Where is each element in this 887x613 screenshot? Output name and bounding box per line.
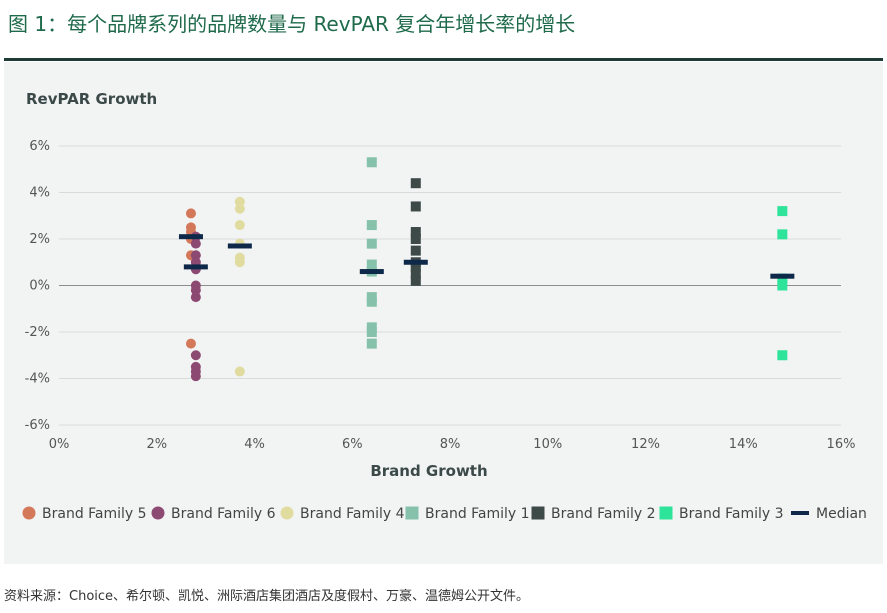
- median-marker: [178, 234, 203, 240]
- y-tick-label: 2%: [29, 232, 50, 247]
- data-point: [410, 178, 421, 189]
- median-marker: [183, 264, 208, 270]
- x-tick-label: 0%: [49, 437, 70, 452]
- x-axis-title: Brand Growth: [370, 462, 487, 480]
- data-point: [366, 327, 377, 337]
- data-point: [234, 203, 245, 214]
- data-point: [366, 259, 377, 270]
- median-marker: [359, 269, 384, 275]
- data-point: [366, 338, 377, 349]
- title-divider: [4, 58, 883, 61]
- data-point: [234, 257, 245, 268]
- legend-label: Brand Family 2: [551, 506, 656, 522]
- legend: Brand Family 5 Brand Family 6 Brand Family…: [22, 506, 867, 522]
- y-tick-label: 4%: [29, 186, 50, 201]
- data-point: [410, 227, 421, 238]
- data-point: [410, 201, 421, 212]
- data-point: [234, 196, 245, 207]
- legend-label: Median: [816, 506, 867, 522]
- data-point: [366, 220, 377, 231]
- x-tick-label: 2%: [146, 437, 167, 452]
- data-point: [185, 338, 196, 349]
- legend-label: Brand Family 3: [679, 506, 784, 522]
- series-brand-family-6: [190, 231, 201, 382]
- legend-marker: [280, 506, 294, 520]
- y-tick-label: -2%: [25, 325, 50, 340]
- data-point: [190, 238, 201, 249]
- data-point: [410, 275, 421, 286]
- series-brand-family-3: [777, 206, 788, 361]
- data-point: [777, 206, 788, 217]
- data-points: [185, 157, 788, 382]
- y-tick-label: 0%: [29, 279, 50, 294]
- data-point: [190, 350, 201, 361]
- y-tick-label: -6%: [25, 418, 50, 433]
- series-brand-family-5: [185, 208, 196, 349]
- data-point: [777, 280, 788, 291]
- median-marker: [770, 273, 795, 279]
- legend-label: Brand Family 4: [300, 506, 405, 522]
- legend-marker: [659, 506, 673, 520]
- y-tick-label: -4%: [25, 372, 50, 387]
- x-tick-label: 10%: [533, 437, 562, 452]
- data-point: [190, 285, 201, 296]
- legend-marker: [151, 506, 165, 520]
- data-point: [366, 296, 377, 307]
- legend-marker: [405, 506, 419, 520]
- data-point: [366, 238, 377, 249]
- legend-label: Brand Family 5: [42, 506, 147, 522]
- median-marker: [227, 243, 252, 249]
- x-tick-label: 14%: [729, 437, 758, 452]
- data-point: [410, 234, 421, 244]
- figure-title: 图 1：每个品牌系列的品牌数量与 RevPAR 复合年增长率的增长: [8, 12, 576, 36]
- x-tick-label: 16%: [827, 437, 856, 452]
- data-point: [190, 371, 201, 382]
- data-point: [410, 261, 421, 272]
- data-point: [190, 292, 201, 303]
- x-tick-label: 8%: [440, 437, 461, 452]
- data-point: [410, 245, 421, 256]
- series-brand-family-4: [234, 196, 245, 377]
- legend-label: Brand Family 1: [425, 506, 530, 522]
- x-tick-label: 12%: [631, 437, 660, 452]
- legend-label: Brand Family 6: [171, 506, 276, 522]
- data-point: [777, 229, 788, 240]
- grid-lines: [59, 145, 841, 426]
- series-brand-family-1: [366, 157, 377, 349]
- data-point: [190, 250, 201, 261]
- x-tick-label: 4%: [244, 437, 265, 452]
- legend-marker: [791, 511, 809, 515]
- data-point: [410, 268, 421, 279]
- data-point: [234, 220, 245, 231]
- y-tick-label: 6%: [29, 139, 50, 154]
- data-point: [366, 157, 377, 168]
- series-brand-family-2: [410, 178, 421, 286]
- tick-labels: 6% 4% 2% 0% -2% -4% -6% 0% 2% 4% 6% 8% 10% 12% 14% 16%: [25, 139, 856, 452]
- data-point: [234, 366, 245, 377]
- median-markers: [178, 234, 795, 279]
- data-point: [777, 350, 788, 361]
- data-point: [185, 208, 196, 219]
- x-tick-label: 6%: [342, 437, 363, 452]
- source-note: 资料来源：Choice、希尔顿、凯悦、洲际酒店集团酒店及度假村、万豪、温德姆公开…: [4, 589, 530, 604]
- median-marker: [403, 259, 428, 265]
- legend-marker: [531, 506, 545, 520]
- legend-marker: [22, 506, 36, 520]
- y-axis-title: RevPAR Growth: [26, 90, 157, 108]
